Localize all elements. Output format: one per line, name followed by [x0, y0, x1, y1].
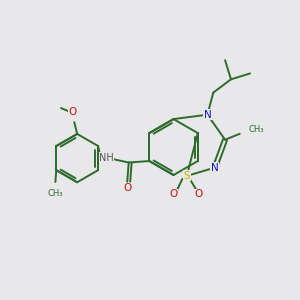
Text: O: O	[194, 189, 203, 199]
Text: O: O	[69, 106, 77, 117]
Text: O: O	[123, 183, 131, 193]
Text: O: O	[169, 189, 178, 199]
Text: CH₃: CH₃	[249, 125, 264, 134]
Text: S: S	[184, 171, 190, 181]
Text: N: N	[211, 163, 219, 173]
Text: NH: NH	[99, 152, 114, 163]
Text: CH₃: CH₃	[47, 189, 63, 198]
Text: N: N	[203, 110, 211, 120]
